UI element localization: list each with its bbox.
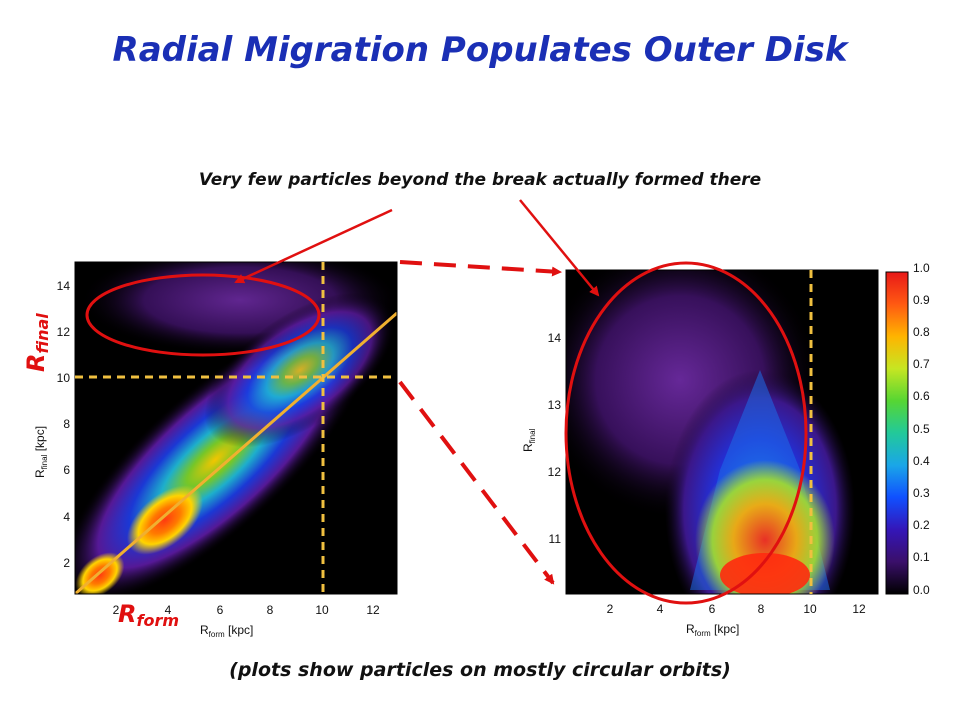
colorbar-tick-label: 0.5 xyxy=(913,422,930,436)
y-tick-label: 14 xyxy=(57,279,71,293)
colorbar-tick-label: 0.2 xyxy=(913,518,930,532)
x-tick-label: 12 xyxy=(366,603,380,617)
colorbar-tick-label: 0.6 xyxy=(913,389,930,403)
y-tick-label: 10 xyxy=(57,371,71,385)
highlight-ellipse-left xyxy=(85,273,321,357)
y-tick-label: 13 xyxy=(548,398,562,412)
x-tick-label: 12 xyxy=(852,602,866,616)
right-y-axis: 11 12 13 14 Rfinal xyxy=(521,331,561,546)
y-tick-label: 8 xyxy=(63,417,70,431)
x-tick-label: 2 xyxy=(113,603,120,617)
y-tick-label: 6 xyxy=(63,463,70,477)
x-tick-label: 10 xyxy=(315,603,329,617)
y-axis-title: Rfinal xyxy=(521,428,537,452)
x-tick-label: 8 xyxy=(758,602,765,616)
x-tick-label: 4 xyxy=(657,602,664,616)
rfinal-label: Rfinal xyxy=(22,313,52,372)
colorbar-tick-label: 0.0 xyxy=(913,583,930,597)
colorbar-tick-label: 0.3 xyxy=(913,486,930,500)
annotation-text: Very few particles beyond the break actu… xyxy=(198,170,762,190)
y-tick-label: 11 xyxy=(549,532,562,546)
zoom-connector-top xyxy=(399,260,562,277)
annotations: Rfinal Rform xyxy=(22,199,600,630)
annotation-arrow-right xyxy=(519,199,600,297)
y-tick-label: 12 xyxy=(548,465,562,479)
y-tick-label: 12 xyxy=(57,325,71,339)
highlight-ellipse-right xyxy=(564,261,808,605)
colorbar-tick-label: 0.9 xyxy=(913,293,930,307)
y-tick-label: 4 xyxy=(63,510,70,524)
x-tick-label: 10 xyxy=(803,602,817,616)
colorbar-tick-label: 0.1 xyxy=(913,550,930,564)
right-density-map xyxy=(566,270,855,594)
zoom-connector-bottom xyxy=(398,380,555,585)
x-tick-label: 2 xyxy=(607,602,614,616)
left-y-axis: 2 4 6 8 10 12 14 Rfinal [kpc] xyxy=(33,279,70,570)
rform-label: Rform xyxy=(118,600,179,630)
annotation-arrow-left xyxy=(234,208,393,284)
colorbar-tick-label: 0.4 xyxy=(913,454,930,468)
x-axis-title: Rform [kpc] xyxy=(200,623,253,639)
colorbar-tick-label: 1.0 xyxy=(913,261,930,275)
left-x-axis: 2 4 6 8 10 12 Rform [kpc] xyxy=(113,603,380,639)
y-tick-label: 14 xyxy=(548,331,562,345)
x-tick-label: 4 xyxy=(165,603,172,617)
x-tick-label: 6 xyxy=(709,602,716,616)
x-tick-label: 6 xyxy=(217,603,224,617)
slide-title: Radial Migration Populates Outer Disk xyxy=(112,30,848,70)
colorbar-tick-label: 0.8 xyxy=(913,325,930,339)
y-tick-label: 2 xyxy=(63,556,70,570)
colorbar: 1.0 0.9 0.8 0.7 0.6 0.5 0.4 0.3 0.2 0.1 … xyxy=(885,261,930,597)
x-tick-label: 8 xyxy=(267,603,274,617)
colorbar-gradient xyxy=(885,271,909,595)
colorbar-tick-label: 0.7 xyxy=(913,357,930,371)
caption: (plots show particles on mostly circular… xyxy=(229,659,731,681)
left-density-plot: 2 4 6 8 10 12 Rform [kpc] 2 4 6 8 10 12 … xyxy=(33,261,398,639)
one-to-one-line xyxy=(75,311,397,594)
y-axis-title: Rfinal [kpc] xyxy=(33,426,49,478)
x-axis-title: Rform [kpc] xyxy=(686,622,739,638)
left-density-map xyxy=(75,262,397,594)
right-density-plot: 2 4 6 8 10 12 Rform [kpc] 11 12 13 14 Rf… xyxy=(521,261,879,638)
right-x-axis: 2 4 6 8 10 12 Rform [kpc] xyxy=(607,602,866,638)
